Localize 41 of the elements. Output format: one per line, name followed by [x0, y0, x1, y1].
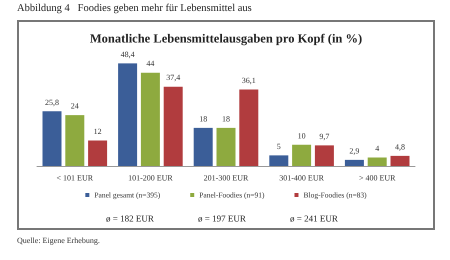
text: ø = 182 EUR [106, 214, 154, 224]
bar [344, 160, 364, 166]
text: ø = 241 EUR [290, 214, 338, 224]
data-label: 44 [146, 59, 154, 68]
x-tick-label: < 101 EUR [56, 174, 94, 182]
data-label: 4 [375, 144, 380, 154]
bar [368, 158, 387, 166]
chart-subtitle: Monatliche Lebensmittelausgaben pro Kopf (in %) [90, 32, 362, 46]
data-label: 24 [70, 102, 79, 111]
bar [164, 86, 183, 166]
source-note: Quelle: Eigene Erhebung. [17, 236, 100, 245]
bar [88, 140, 108, 166]
data-label: 10 [298, 131, 306, 140]
data-label: 18 [199, 114, 208, 124]
bar [216, 128, 236, 166]
bar [269, 155, 288, 166]
bar [42, 111, 62, 166]
x-tick-label: 201-300 EUR [204, 174, 249, 182]
data-label: 4,8 [395, 142, 405, 152]
data-label: 2,9 [349, 146, 360, 156]
chart-title: Abbildung 4 Foodies geben mehr für Lebensmittel aus [17, 3, 252, 14]
data-label: 5 [276, 142, 281, 151]
x-tick-label: 301-400 EUR [279, 174, 325, 182]
data-label: 18 [222, 114, 230, 124]
x-tick-label: > 400 EUR [358, 174, 396, 182]
x-tick-label: 101-200 EUR [128, 174, 174, 182]
bar [314, 145, 334, 166]
bar [118, 63, 138, 166]
data-label: 25,8 [45, 98, 59, 107]
data-label: 37,4 [166, 73, 180, 82]
bar [194, 128, 213, 166]
text: ø = 197 EUR [198, 214, 246, 224]
bar [65, 115, 84, 166]
bar [239, 89, 258, 166]
data-label: 36,1 [242, 76, 256, 85]
bar [292, 144, 312, 166]
bar [140, 72, 160, 166]
data-label: 12 [94, 127, 102, 136]
data-label: 9,7 [319, 132, 330, 141]
data-label: 48,4 [120, 50, 135, 59]
bar [390, 156, 410, 166]
